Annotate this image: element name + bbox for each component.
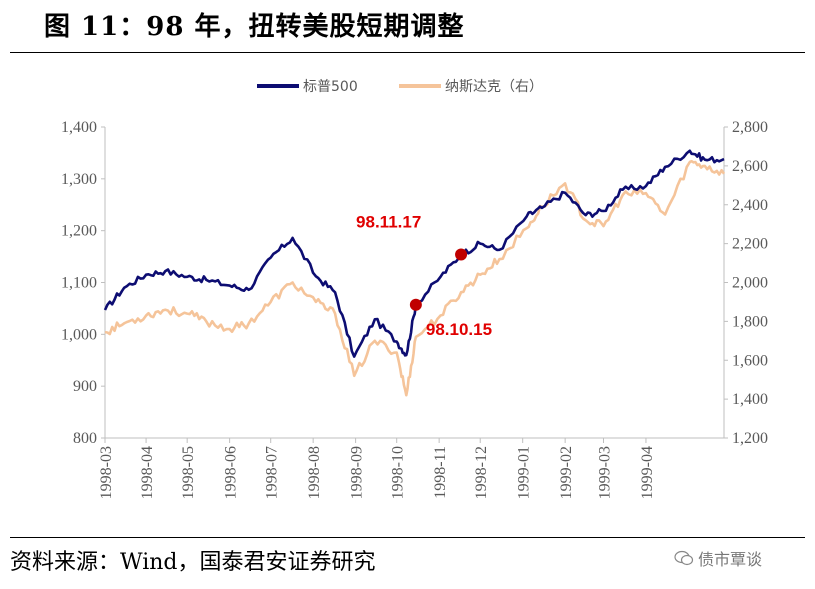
y-tick-label-left: 1,000: [61, 326, 97, 343]
source-note: 资料来源：Wind，国泰君安证券研究: [10, 550, 376, 575]
figure-title: 图 11：98 年，扭转美股短期调整: [44, 12, 465, 42]
y-tick-label-left: 1,100: [61, 275, 97, 292]
title-rule: [10, 52, 805, 53]
x-tick-label: 1998-12: [473, 446, 490, 499]
chart-annotations: 98.11.17 98.10.15: [356, 213, 492, 339]
x-tick-label: 1998-07: [264, 446, 281, 499]
x-tick-label: 1998-04: [139, 446, 156, 499]
y-tick-label-right: 1,600: [732, 352, 768, 369]
y-tick-label-left: 900: [73, 378, 97, 395]
watermark-text: 债市覃谈: [698, 550, 763, 569]
x-tick-label: 1998-09: [349, 446, 366, 499]
chart-legend: 标普500 纳斯达克（右）: [257, 79, 543, 95]
y-tick-label-right: 2,600: [732, 158, 768, 175]
y-tick-label-right: 2,400: [732, 197, 768, 214]
x-tick-label: 1998-06: [223, 446, 240, 499]
x-tick-label: 1998-11: [432, 446, 449, 499]
line-chart: 标普500 纳斯达克（右） 800 900 1,000 1,100 1,200 1,300 1…: [61, 79, 768, 499]
chart-axes: 800 900 1,000 1,100 1,200 1,300 1,400 1,200 1,40…: [61, 119, 768, 499]
x-tick-label: 1999-03: [596, 446, 613, 499]
source-rule: [10, 537, 805, 538]
y-tick-label-right: 1,200: [732, 430, 768, 447]
x-tick-label: 1998-08: [306, 446, 323, 499]
annotation-label: 98.11.17: [356, 213, 421, 232]
series-line-nasdaq: [104, 159, 726, 397]
y-tick-label-left: 800: [73, 430, 97, 447]
y-tick-label-left: 1,400: [61, 119, 97, 136]
chart-series: [103, 149, 726, 397]
x-tick-label: 1998-10: [390, 446, 407, 499]
wechat-icon: [674, 550, 694, 566]
x-tick-label: 1999-01: [516, 446, 533, 499]
y-tick-label-left: 1,300: [61, 171, 97, 188]
legend-label-sp500: 标普500: [303, 79, 358, 95]
y-tick-label-right: 1,400: [732, 391, 768, 408]
annotation-marker: [409, 298, 422, 311]
annotation-label: 98.10.15: [426, 320, 492, 339]
y-tick-label-right: 1,800: [732, 313, 768, 330]
x-tick-label: 1998-05: [180, 446, 197, 499]
y-tick-label-left: 1,200: [61, 223, 97, 240]
x-tick-label: 1999-02: [558, 446, 575, 499]
y-tick-label-right: 2,000: [732, 275, 768, 292]
series-line-sp500: [103, 149, 725, 358]
annotation-marker: [455, 248, 468, 261]
x-tick-label: 1998-03: [98, 446, 115, 499]
y-tick-label-right: 2,200: [732, 236, 768, 253]
legend-label-nasdaq: 纳斯达克（右）: [445, 79, 543, 95]
y-tick-label-right: 2,800: [732, 119, 768, 136]
watermark: 债市覃谈: [674, 546, 762, 570]
x-tick-label: 1999-04: [639, 446, 656, 499]
